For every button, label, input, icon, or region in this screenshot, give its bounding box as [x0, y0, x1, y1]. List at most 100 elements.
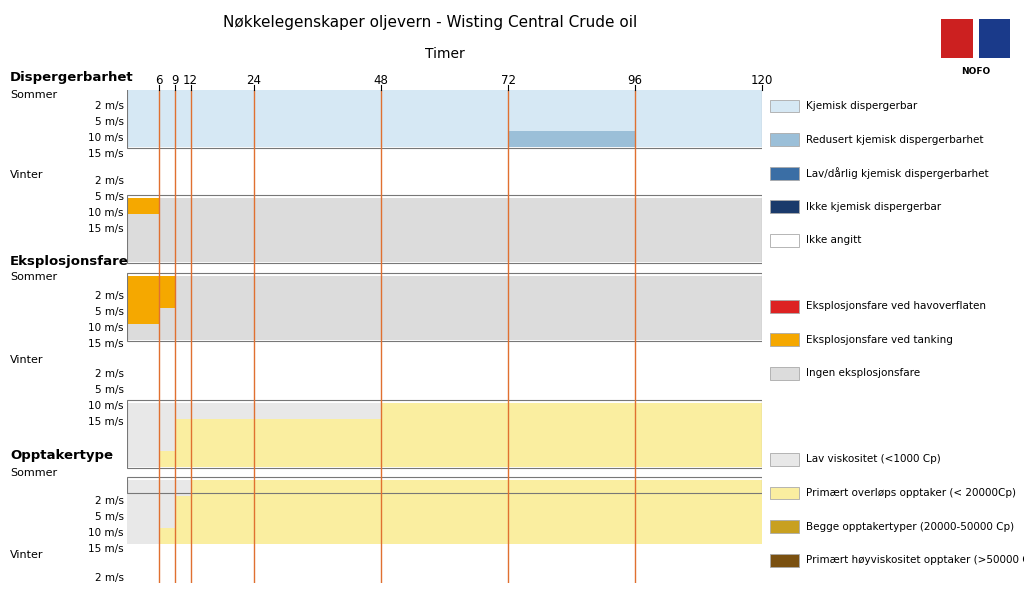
Bar — [175, 292, 762, 308]
Text: 12: 12 — [183, 74, 198, 87]
Bar — [127, 24, 762, 40]
Text: 10 m/s: 10 m/s — [88, 401, 124, 411]
Text: Redusert kjemisk dispergerbarhet: Redusert kjemisk dispergerbarhet — [806, 135, 983, 144]
Text: 2 m/s: 2 m/s — [95, 369, 124, 379]
Text: 2 m/s: 2 m/s — [95, 101, 124, 111]
Bar — [127, 99, 762, 115]
Text: NOFO: NOFO — [962, 67, 990, 77]
Bar — [127, 435, 175, 451]
Text: Eksplosjonsfare ved tanking: Eksplosjonsfare ved tanking — [806, 335, 952, 345]
Text: 72: 72 — [501, 74, 515, 87]
Text: 15 m/s: 15 m/s — [88, 339, 124, 349]
Text: 2 m/s: 2 m/s — [95, 573, 124, 583]
Bar — [127, 198, 159, 214]
Bar — [127, 496, 175, 512]
Bar — [175, 419, 762, 435]
Text: Lav/dårlig kjemisk dispergerbarhet: Lav/dårlig kjemisk dispergerbarhet — [806, 167, 988, 179]
Text: 5 m/s: 5 m/s — [95, 117, 124, 127]
Bar — [127, 400, 762, 468]
Bar — [941, 19, 973, 58]
Bar — [127, 80, 762, 148]
Text: Eksplosjonsfare ved havoverflaten: Eksplosjonsfare ved havoverflaten — [806, 302, 986, 311]
Text: Kjemisk dispergerbar: Kjemisk dispergerbar — [806, 101, 918, 111]
Text: 6: 6 — [155, 74, 163, 87]
Bar — [127, 5, 762, 73]
Text: Sommer: Sommer — [10, 272, 57, 282]
Text: Nøkkelegenskaper oljevern - Wisting Central Crude oil: Nøkkelegenskaper oljevern - Wisting Cent… — [223, 15, 637, 29]
Bar — [127, 230, 762, 246]
Bar — [381, 403, 762, 419]
Bar — [127, 451, 159, 467]
Text: 10 m/s: 10 m/s — [88, 133, 124, 143]
Text: 5 m/s: 5 m/s — [95, 385, 124, 395]
Text: Timer: Timer — [425, 47, 464, 61]
Text: Eksplosjonsfare: Eksplosjonsfare — [10, 256, 129, 269]
Text: Ikke kjemisk dispergerbar: Ikke kjemisk dispergerbar — [806, 202, 941, 211]
Bar — [127, 195, 762, 263]
Text: 15 m/s: 15 m/s — [88, 544, 124, 554]
Text: Opptakertype: Opptakertype — [10, 448, 114, 462]
Text: 2 m/s: 2 m/s — [95, 176, 124, 186]
Bar — [127, 403, 381, 419]
Text: Dispergerbarhet: Dispergerbarhet — [10, 71, 134, 84]
Text: 5 m/s: 5 m/s — [95, 192, 124, 202]
Bar — [635, 24, 762, 40]
Text: 96: 96 — [628, 74, 642, 87]
Text: Lav viskositet (<1000 Cp): Lav viskositet (<1000 Cp) — [806, 455, 941, 464]
Text: Sommer: Sommer — [10, 468, 57, 478]
Text: 15 m/s: 15 m/s — [88, 417, 124, 427]
Bar — [127, 512, 175, 528]
Text: 10 m/s: 10 m/s — [88, 208, 124, 218]
Bar — [127, 477, 762, 493]
Bar — [159, 528, 762, 544]
Bar — [159, 451, 762, 467]
Text: Vinter: Vinter — [10, 355, 44, 365]
Text: 15 m/s: 15 m/s — [88, 224, 124, 234]
Text: 48: 48 — [374, 74, 388, 87]
Bar — [175, 496, 762, 512]
Text: 120: 120 — [751, 74, 773, 87]
Text: Vinter: Vinter — [10, 170, 44, 180]
Bar — [979, 19, 1011, 58]
Bar — [127, 292, 175, 308]
Text: Ingen eksplosjonsfare: Ingen eksplosjonsfare — [806, 369, 920, 378]
Bar — [127, 83, 762, 99]
Bar — [127, 528, 159, 544]
Text: Begge opptakertyper (20000-50000 Cp): Begge opptakertyper (20000-50000 Cp) — [806, 522, 1014, 531]
Bar — [175, 435, 762, 451]
Text: 10 m/s: 10 m/s — [88, 323, 124, 333]
Text: 5 m/s: 5 m/s — [95, 512, 124, 522]
Text: Primært overløps opptaker (< 20000Cp): Primært overløps opptaker (< 20000Cp) — [806, 488, 1016, 498]
Bar — [127, 480, 190, 496]
Bar — [635, 8, 762, 24]
Bar — [175, 512, 762, 528]
Bar — [127, 308, 159, 324]
Bar — [127, 324, 762, 340]
Bar — [127, 56, 762, 72]
Text: 10 m/s: 10 m/s — [88, 528, 124, 538]
Bar — [159, 198, 762, 214]
Bar — [635, 56, 762, 72]
Bar — [127, 273, 762, 341]
Bar — [127, 419, 175, 435]
Bar — [127, 8, 762, 24]
Bar — [159, 308, 762, 324]
Bar — [175, 276, 762, 292]
Bar — [127, 115, 762, 131]
Bar — [190, 480, 762, 496]
Text: Vinter: Vinter — [10, 550, 44, 560]
Text: Ikke angitt: Ikke angitt — [806, 236, 861, 245]
Text: 2 m/s: 2 m/s — [95, 496, 124, 506]
Text: 5 m/s: 5 m/s — [95, 307, 124, 317]
Text: 24: 24 — [247, 74, 261, 87]
Bar — [508, 131, 635, 147]
Text: Primært høyviskositet opptaker (>50000 Cp): Primært høyviskositet opptaker (>50000 C… — [806, 555, 1024, 565]
Bar — [127, 131, 762, 147]
Bar — [127, 276, 175, 292]
Bar — [127, 40, 762, 56]
Bar — [127, 246, 762, 262]
Bar — [635, 40, 762, 56]
Text: 2 m/s: 2 m/s — [95, 291, 124, 301]
Text: Sommer: Sommer — [10, 90, 57, 100]
Bar — [127, 214, 762, 230]
